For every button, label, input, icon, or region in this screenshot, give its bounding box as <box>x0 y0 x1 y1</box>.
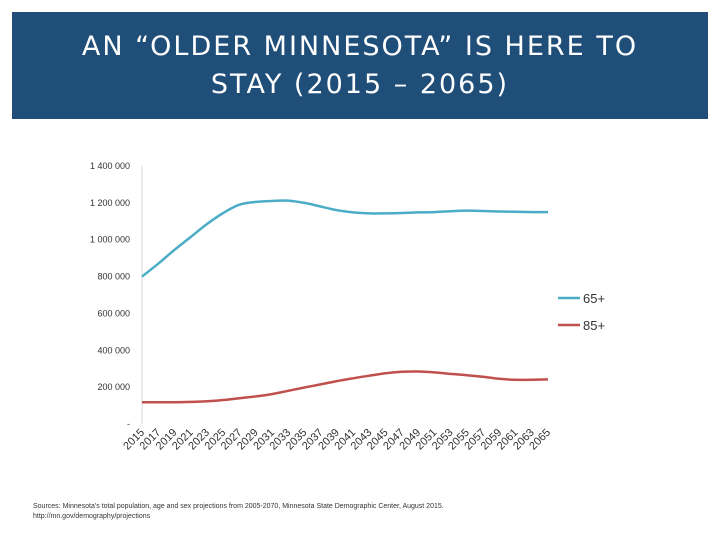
y-tick-label: 1 200 000 <box>90 198 130 208</box>
page-title: AN “OLDER MINNESOTA” IS HERE TO STAY (20… <box>81 30 639 100</box>
y-tick-label: 400 000 <box>97 345 130 355</box>
source-line-2: http://mn.gov/demography/projections <box>33 513 151 520</box>
legend-label-65-plus: 65+ <box>583 291 605 306</box>
y-tick-label: 1 000 000 <box>90 235 130 245</box>
source-note: Sources: Minnesota's total population, a… <box>33 502 444 522</box>
series-line-85-plus <box>142 370 549 404</box>
legend-label-85-plus: 85+ <box>583 318 605 333</box>
line-chart: - 200 000 400 000 600 000 800 000 1 000 000 1 … <box>0 130 720 480</box>
y-tick-label: - <box>127 419 130 429</box>
y-tick-label: 1 400 000 <box>90 161 130 171</box>
source-line-1: Sources: Minnesota's total population, a… <box>33 503 444 510</box>
title-banner: AN “OLDER MINNESOTA” IS HERE TO STAY (20… <box>12 12 708 119</box>
y-tick-label: 600 000 <box>97 308 130 318</box>
chart-svg: - 200 000 400 000 600 000 800 000 1 000 000 1 … <box>90 161 605 452</box>
y-tick-label: 200 000 <box>97 382 130 392</box>
series-line-65-plus <box>141 199 548 278</box>
y-tick-label: 800 000 <box>97 272 130 282</box>
